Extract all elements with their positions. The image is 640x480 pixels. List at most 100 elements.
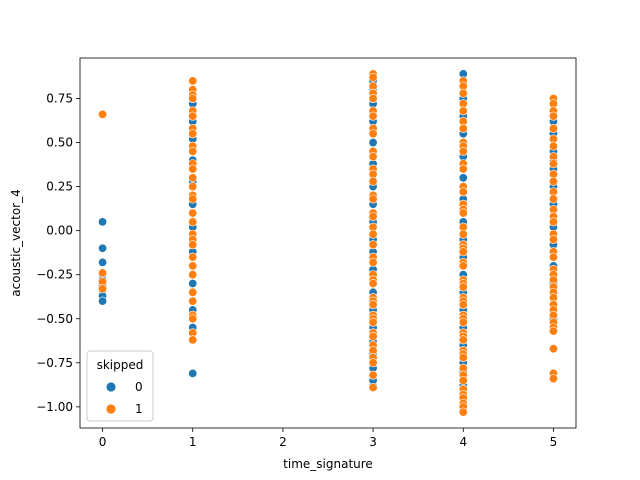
data-point-skipped-1 [458,375,468,385]
data-point-skipped-1 [548,141,558,151]
data-point-skipped-1 [368,194,378,204]
data-point-skipped-1 [458,317,468,327]
data-point-skipped-0 [188,279,198,289]
data-point-skipped-1 [368,279,378,289]
data-point-skipped-1 [368,129,378,139]
legend-title: skipped [97,358,144,372]
data-point-skipped-1 [458,300,468,310]
data-point-skipped-1 [548,176,558,186]
data-point-skipped-1 [458,146,468,156]
data-point-skipped-1 [548,374,558,384]
y-axis-title: acoustic_vector_4 [9,189,23,296]
data-point-skipped-0 [458,173,468,183]
data-point-skipped-1 [458,353,468,363]
data-point-skipped-1 [548,252,558,262]
data-point-skipped-1 [548,217,558,227]
data-point-skipped-1 [368,72,378,82]
data-point-skipped-1 [368,240,378,250]
data-point-skipped-1 [548,111,558,121]
data-point-skipped-1 [458,164,468,174]
data-point-skipped-1 [548,326,558,336]
y-tick-label: 0.25 [46,180,73,194]
data-point-skipped-1 [458,123,468,133]
data-point-skipped-1 [188,261,198,271]
plot-area [80,58,576,428]
data-point-skipped-0 [368,138,378,148]
axes-frame [79,57,577,429]
x-tick-label: 0 [99,435,107,449]
data-point-skipped-1 [368,300,378,310]
legend-marker-1 [105,403,117,415]
x-tick-label: 3 [369,435,377,449]
data-point-skipped-1 [368,358,378,368]
data-point-skipped-1 [368,94,378,104]
data-point-skipped-0 [188,368,198,378]
data-point-skipped-1 [188,111,198,121]
data-point-skipped-1 [458,88,468,98]
data-point-skipped-1 [368,370,378,380]
data-point-skipped-1 [458,247,468,257]
data-point-skipped-1 [188,252,198,262]
x-tick-label: 1 [189,435,197,449]
data-point-skipped-0 [98,243,108,253]
data-point-skipped-1 [188,164,198,174]
data-point-skipped-1 [548,194,558,204]
data-point-skipped-1 [458,335,468,345]
data-point-skipped-1 [98,109,108,119]
data-point-skipped-1 [548,123,558,133]
data-point-skipped-1 [188,129,198,139]
y-tick-label: −0.25 [36,268,73,282]
data-point-skipped-1 [458,229,468,239]
data-point-skipped-1 [458,282,468,292]
x-axis-title: time_signature [283,457,373,471]
y-tick-label: 0.75 [46,92,73,106]
data-point-skipped-1 [368,111,378,121]
y-tick-label: −1.00 [36,400,73,414]
legend-marker-0 [105,381,117,393]
y-axis-ticks: −1.00 −0.75 −0.50 −0.25 0.00 0.25 0.50 0.75 [36,92,80,414]
data-point-skipped-1 [458,208,468,218]
data-point-skipped-1 [548,344,558,354]
data-point-skipped-1 [368,257,378,267]
data-point-skipped-1 [188,146,198,156]
data-point-skipped-1 [368,229,378,239]
data-point-skipped-1 [368,152,378,162]
data-point-skipped-1 [188,182,198,192]
data-point-skipped-1 [188,287,198,297]
y-tick-label: 0.00 [46,224,73,238]
y-tick-label: −0.50 [36,312,73,326]
data-point-skipped-1 [548,234,558,244]
data-point-skipped-1 [368,382,378,392]
y-tick-label: −0.75 [36,356,73,370]
data-point-skipped-0 [98,296,108,306]
x-tick-label: 5 [550,435,558,449]
data-point-skipped-1 [188,208,198,218]
data-point-skipped-1 [368,212,378,222]
data-point-skipped-1 [98,268,108,278]
data-point-skipped-1 [188,240,198,250]
data-point-skipped-1 [188,217,198,227]
data-point-skipped-0 [98,217,108,227]
data-point-skipped-1 [188,194,198,204]
legend-label-0: 0 [135,380,143,394]
legend: skipped 0 1 [86,350,154,422]
data-point-skipped-1 [458,187,468,197]
y-tick-label: 0.50 [46,136,73,150]
data-point-skipped-1 [368,331,378,341]
data-point-skipped-0 [98,257,108,267]
data-point-skipped-1 [368,317,378,327]
data-point-skipped-1 [458,261,468,271]
data-point-skipped-1 [368,176,378,186]
data-point-skipped-1 [188,296,198,306]
x-tick-label: 2 [279,435,287,449]
data-point-skipped-1 [98,284,108,294]
data-point-skipped-1 [188,76,198,86]
x-tick-label: 4 [459,435,467,449]
legend-box [86,350,154,422]
x-axis-ticks: 0 1 2 3 4 5 [99,428,558,449]
data-point-skipped-1 [548,159,558,169]
data-point-skipped-1 [188,335,198,345]
data-point-skipped-1 [188,314,198,324]
points-layer [98,69,558,417]
